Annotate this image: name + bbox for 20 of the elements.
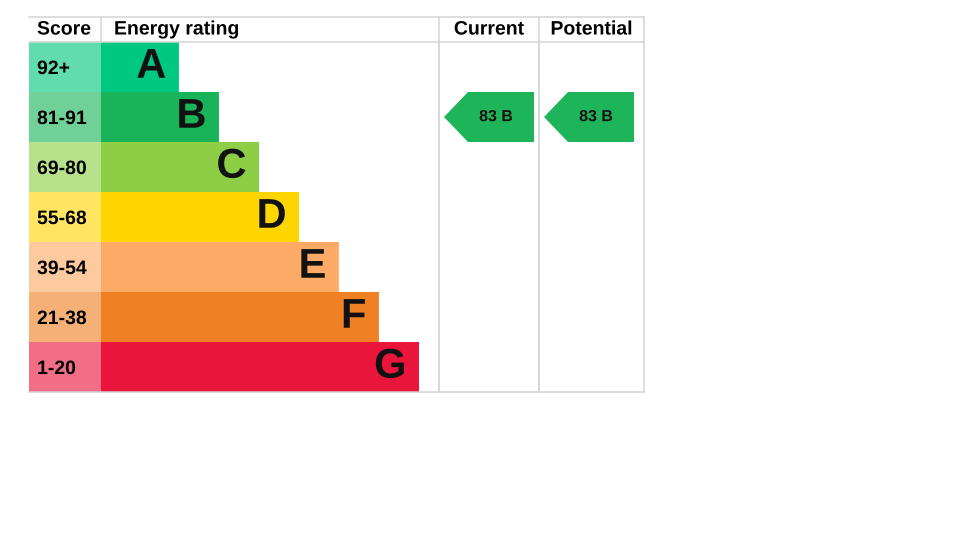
annotation: G bbox=[376, 348, 404, 378]
y-tick-label: 69-80 bbox=[38, 160, 86, 174]
annotation: C bbox=[218, 148, 246, 178]
y-tick-label: 81-91 bbox=[38, 110, 86, 124]
annotation: B bbox=[179, 99, 205, 128]
y-tick-label: 1-20 bbox=[38, 360, 76, 374]
text: Potential bbox=[552, 20, 632, 35]
annotation: F bbox=[344, 299, 365, 328]
text: Current bbox=[454, 20, 524, 35]
annotation: E bbox=[301, 249, 325, 278]
y-tick-label: 92+ bbox=[38, 60, 70, 74]
annotation: D bbox=[259, 199, 285, 228]
data-label: 83 B bbox=[480, 110, 512, 122]
y-tick-label: 55-68 bbox=[38, 210, 86, 224]
data-label: 83 B bbox=[580, 110, 612, 122]
y-axis-title: Score bbox=[38, 20, 90, 35]
y-tick-label: 39-54 bbox=[37, 260, 87, 274]
chart-title: Energy rating bbox=[115, 20, 238, 39]
y-tick-label: 21-38 bbox=[38, 310, 86, 324]
annotation: A bbox=[137, 49, 166, 78]
